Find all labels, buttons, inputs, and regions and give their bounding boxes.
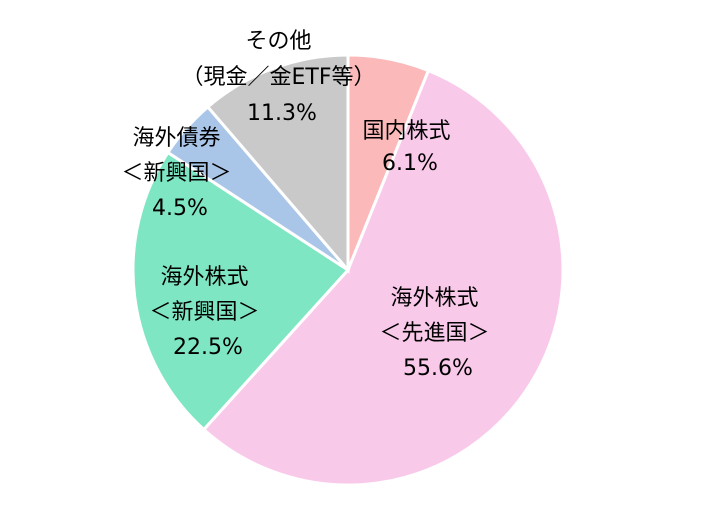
pie-slices bbox=[131, 53, 565, 487]
slice-other-cash-gold bbox=[205, 53, 350, 275]
label-other-cash-gold: その他 （現金／金ETF等） 11.3% bbox=[182, 29, 383, 126]
slice-foreign-stock-emerging bbox=[131, 150, 351, 432]
label-foreign-stock-developed: 海外株式 ＜先進国＞ 55.6% bbox=[379, 286, 496, 381]
label-foreign-bond-emerging: 海外債券 ＜新興国＞ 4.5% bbox=[121, 126, 238, 221]
label-foreign-stock-emerging: 海外株式 ＜新興国＞ 22.5% bbox=[149, 265, 266, 360]
label-domestic-stock: 国内株式 6.1% bbox=[362, 119, 457, 176]
slice-foreign-stock-developed bbox=[201, 68, 565, 487]
